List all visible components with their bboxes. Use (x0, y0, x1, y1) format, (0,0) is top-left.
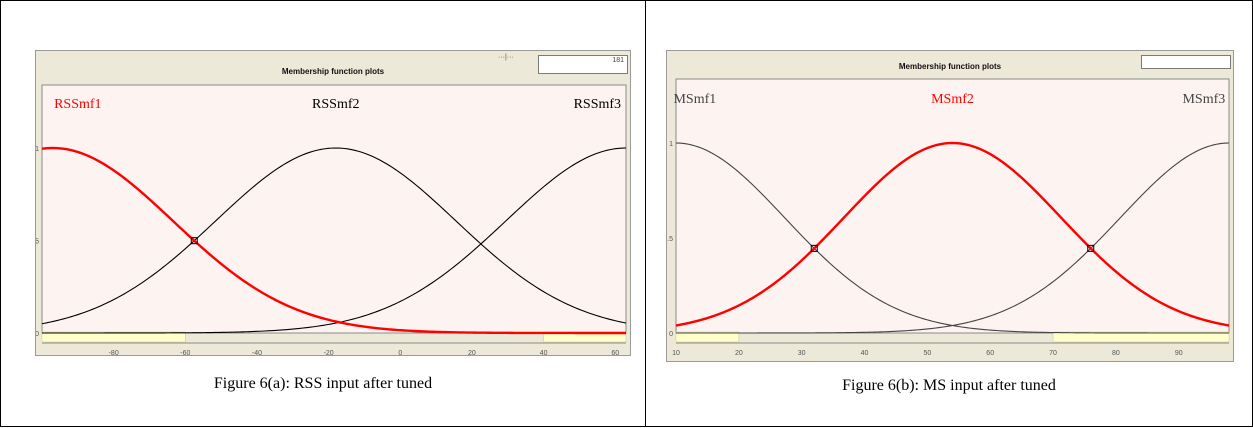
mf-curve-rssmf1[interactable] (41, 146, 626, 335)
panel-title: Membership function plots (281, 67, 385, 76)
mf-label-rssmf3[interactable]: RSSmf3 (574, 97, 621, 112)
x-tick-label: 20 (468, 350, 476, 355)
range-field[interactable]: 181 (538, 55, 628, 74)
y-tick-label: 0.5 (667, 236, 673, 243)
range-highlight (1052, 331, 1230, 343)
figure-cell-rss: 181 ···|··· Membership function plots 00… (0, 0, 646, 427)
plot-area (675, 78, 1230, 334)
figure-caption-b: Figure 6(b): MS input after tuned (842, 377, 1056, 394)
y-tick-label: 1 (36, 146, 39, 153)
x-tick-label: 10 (672, 350, 680, 357)
mf-label-rssmf1[interactable]: RSSmf1 (54, 97, 101, 112)
figure-cell-ms: Membership function plots 0 0.5 1 10 20 30 40 5… (645, 0, 1253, 427)
mf-label-msmf3[interactable]: MSmf3 (1182, 92, 1225, 107)
mf-curve-rssmf2[interactable] (41, 147, 627, 325)
y-tick-label: 0 (36, 331, 39, 338)
x-tick-label: 60 (611, 350, 619, 355)
membership-chart-rss[interactable]: 0 0.5 1 -80 -60 -40 -20 0 20 40 60 RSSmf1 RSSmf2 RSSm… (36, 75, 630, 355)
mf-curve-msmf2[interactable] (675, 141, 1230, 327)
x-tick-label: -20 (324, 350, 334, 355)
range-label-fragment: ···|··· (498, 54, 514, 61)
x-tick-label: 70 (1049, 350, 1057, 357)
x-tick-label: 60 (986, 350, 994, 357)
x-tick-label: 40 (861, 350, 869, 357)
figure-caption-a: Figure 6(a): RSS input after tuned (213, 375, 433, 392)
mf-label-msmf1[interactable]: MSmf1 (673, 92, 716, 107)
x-tick-label: 20 (735, 350, 743, 357)
crossover-handle[interactable] (190, 237, 198, 245)
mf-label-rssmf2[interactable]: RSSmf2 (312, 97, 359, 112)
y-tick-label: 0 (669, 331, 673, 338)
plot-area (41, 84, 627, 334)
x-tick-label: 90 (1175, 350, 1183, 357)
range-field[interactable] (1141, 55, 1231, 69)
range-highlight (675, 331, 740, 343)
mf-label-msmf2[interactable]: MSmf2 (931, 92, 974, 107)
membership-chart-ms[interactable]: 0 0.5 1 10 20 30 40 50 60 70 80 90 MSmf1 MSmf2 MSmf3 (667, 69, 1233, 361)
mf-editor-screenshot-ms: Membership function plots 0 0.5 1 10 20 30 40 5… (666, 50, 1234, 362)
y-tick-label: 0.5 (36, 239, 39, 246)
x-tick-label: -80 (109, 350, 119, 355)
mf-curve-rssmf3[interactable] (42, 147, 627, 334)
crossover-handle[interactable] (810, 244, 818, 252)
crossover-handle[interactable] (1087, 244, 1095, 252)
x-tick-label: 40 (540, 350, 548, 355)
x-tick-label: 30 (798, 350, 806, 357)
x-tick-label: 80 (1112, 350, 1120, 357)
range-highlight (41, 331, 186, 343)
x-tick-label: 0 (398, 350, 402, 355)
panel-title: Membership function plots (898, 62, 1002, 71)
x-tick-label: 50 (923, 350, 931, 357)
x-tick-label: -60 (180, 350, 190, 355)
mf-curve-msmf3[interactable] (676, 142, 1230, 334)
y-tick-label: 1 (669, 141, 673, 148)
mf-editor-screenshot-rss: 181 ···|··· Membership function plots 00… (35, 50, 631, 356)
x-tick-label: -40 (252, 350, 262, 355)
